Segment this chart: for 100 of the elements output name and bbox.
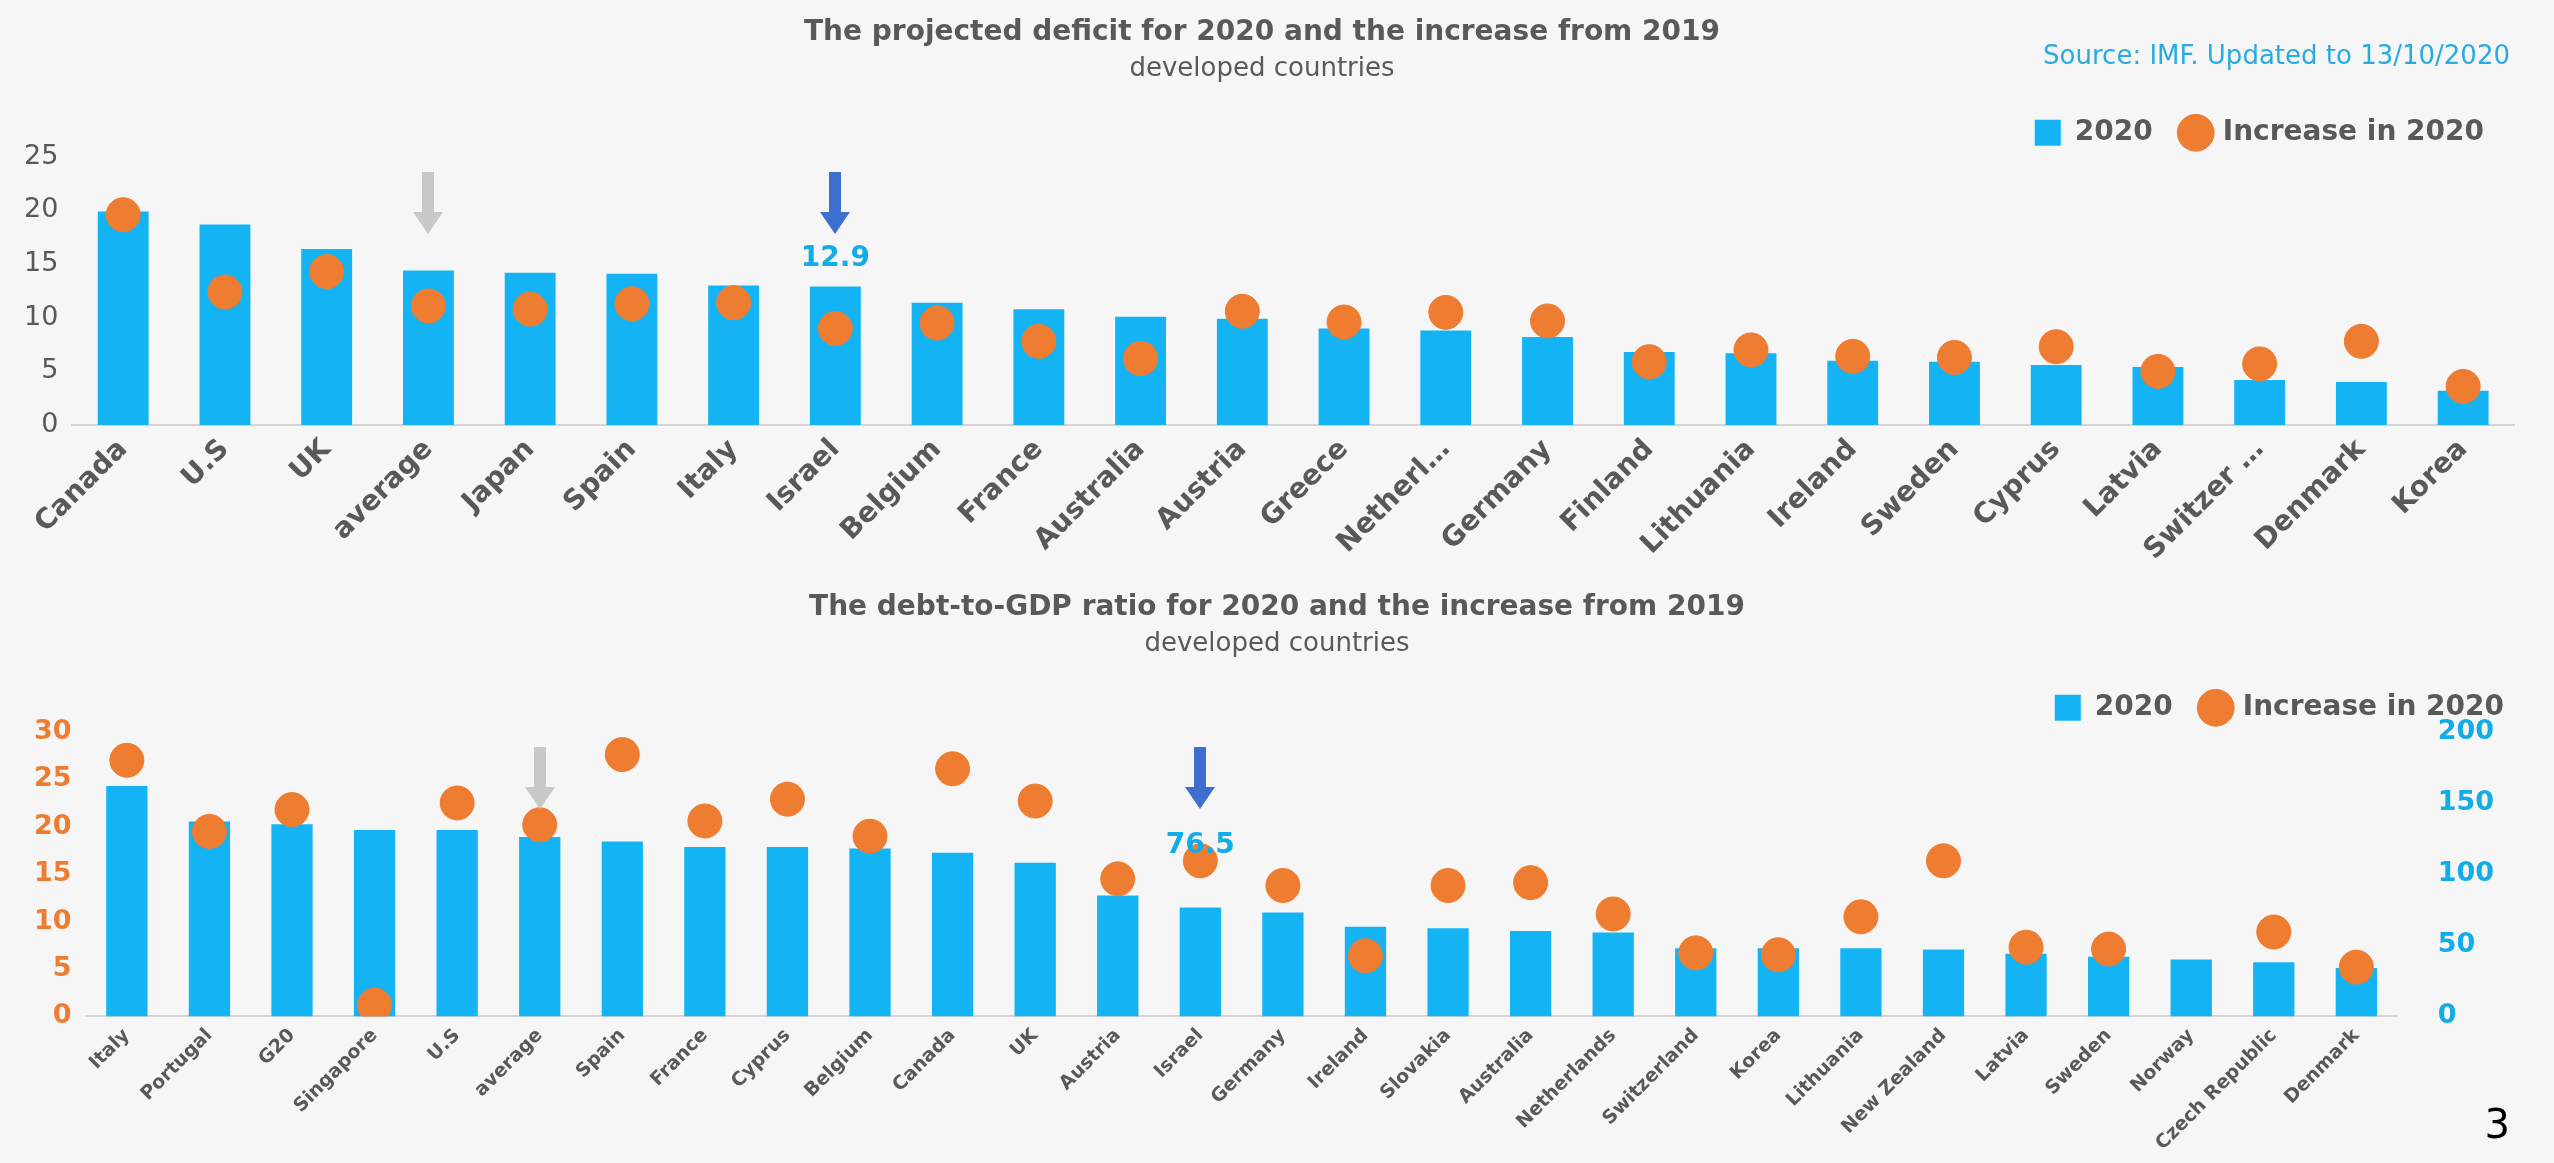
point [614, 286, 650, 322]
y2-tick-label: 150 [2437, 784, 2495, 816]
point [1224, 293, 1260, 329]
point [2242, 346, 2278, 382]
point [410, 288, 446, 324]
bar [2253, 962, 2295, 1017]
bar [1318, 328, 1370, 426]
point [105, 197, 141, 233]
bar [766, 847, 809, 1017]
bar [1216, 318, 1268, 426]
bar [1179, 907, 1221, 1017]
point [1326, 304, 1362, 340]
point [1513, 865, 1549, 901]
bar [1262, 912, 1304, 1017]
y-tick-label: 20 [24, 192, 59, 224]
point [1925, 843, 1961, 879]
point [512, 291, 548, 327]
point [935, 751, 971, 787]
point [2038, 329, 2074, 365]
bar [931, 852, 974, 1017]
bar [1522, 337, 1573, 426]
point [716, 285, 752, 321]
point [1733, 332, 1769, 368]
point [1835, 338, 1871, 374]
point [2445, 368, 2481, 404]
bar [1922, 949, 1965, 1017]
bar [2170, 959, 2212, 1017]
legend-label: 2020 [2094, 689, 2173, 723]
bar [2030, 364, 2082, 426]
bar [1014, 862, 1056, 1017]
y2-tick-label: 100 [2437, 856, 2495, 888]
point [1017, 783, 1053, 819]
point [2338, 949, 2374, 985]
point [1595, 896, 1631, 932]
bar [97, 211, 149, 426]
y-tick-label: 10 [24, 299, 59, 331]
point [852, 818, 888, 854]
bar [1592, 932, 1634, 1017]
bar [1420, 330, 1472, 426]
y-tick-label: 15 [24, 246, 59, 278]
point [1631, 344, 1667, 380]
y2-tick-label: 50 [2437, 927, 2476, 959]
y-tick-label: 10 [34, 903, 72, 935]
bar [601, 841, 643, 1017]
bar [684, 847, 726, 1017]
bar [519, 837, 561, 1017]
point [2256, 914, 2292, 950]
bar [199, 224, 251, 426]
legend-label: Increase in 2020 [2222, 114, 2485, 148]
y-tick-label: 5 [41, 353, 59, 385]
chart-title: The debt-to-GDP ratio for 2020 and the increase from 2019 [809, 589, 1745, 623]
bar [1840, 948, 1882, 1017]
legend-label: 2020 [2074, 114, 2153, 148]
bar [271, 824, 313, 1017]
source-note: Source: IMF. Updated to 13/10/2020 [2043, 39, 2510, 70]
point [769, 781, 805, 817]
point [309, 254, 345, 290]
bar [2335, 382, 2387, 426]
chart-subtitle: developed countries [1144, 626, 1410, 657]
x-tick-label: UK [1004, 1022, 1043, 1061]
point [191, 813, 227, 849]
bar [106, 785, 148, 1017]
y-tick-label: 0 [52, 998, 72, 1030]
bar [1097, 895, 1139, 1017]
point [604, 737, 640, 773]
point [1428, 294, 1464, 330]
point [2091, 931, 2127, 967]
bar [2005, 953, 2047, 1017]
annotation: 12.9 [800, 239, 870, 273]
point [687, 803, 723, 839]
y-tick-label: 5 [52, 951, 72, 983]
point [109, 742, 145, 778]
y2-tick-label: 0 [2437, 998, 2457, 1030]
point [919, 305, 955, 341]
y-tick-label: 25 [34, 761, 72, 793]
chart-title: The projected deficit for 2020 and the increase from 2019 [804, 14, 1720, 48]
text: 3 [2484, 1101, 2510, 1148]
point [1843, 899, 1879, 935]
point [439, 785, 475, 821]
x-tick-label: UK [282, 430, 338, 487]
point [1936, 339, 1972, 375]
point [1678, 935, 1714, 971]
annotation: 76.5 [1165, 827, 1235, 861]
point [1530, 303, 1566, 339]
bar [2234, 379, 2286, 426]
x-tick-label: U.S [422, 1023, 464, 1065]
point [2008, 929, 2044, 965]
point [274, 792, 310, 828]
y-tick-label: 25 [24, 138, 59, 170]
y-tick-label: 15 [34, 856, 72, 888]
point [2343, 323, 2379, 359]
point [522, 807, 558, 843]
bar [1427, 928, 1469, 1017]
y-tick-label: 0 [41, 407, 59, 439]
x-tick-label: U.S [173, 431, 236, 493]
bar [436, 830, 478, 1017]
point [207, 274, 243, 310]
point [1760, 937, 1796, 973]
bar [1509, 931, 1552, 1017]
point [1430, 868, 1466, 904]
